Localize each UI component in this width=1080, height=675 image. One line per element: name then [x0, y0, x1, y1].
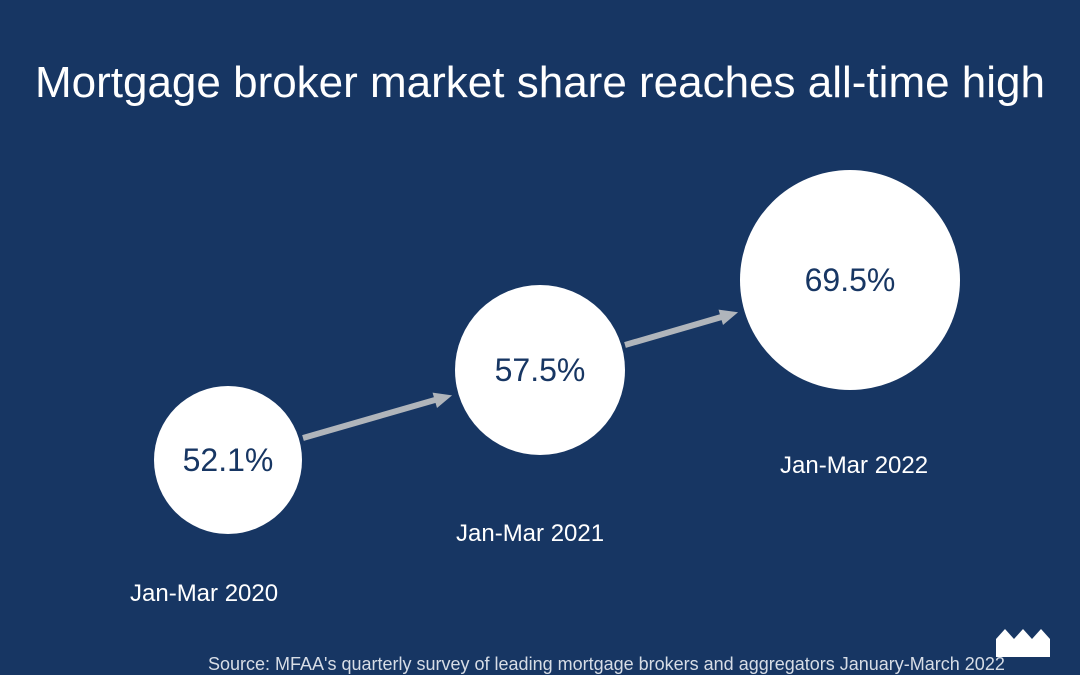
data-bubble-2: 69.5%: [740, 170, 960, 390]
connector-arrow-0: [302, 397, 438, 441]
connector-arrow-1: [625, 314, 724, 348]
period-label-2: Jan-Mar 2022: [780, 452, 928, 480]
chart-title: Mortgage broker market share reaches all…: [0, 57, 1080, 110]
connector-arrowhead-1: [719, 304, 741, 324]
period-label-1: Jan-Mar 2021: [456, 520, 604, 548]
brand-logo-icon: [996, 629, 1052, 657]
source-attribution: Source: MFAA's quarterly survey of leadi…: [208, 654, 1005, 675]
data-bubble-1: 57.5%: [455, 285, 625, 455]
period-label-0: Jan-Mar 2020: [130, 580, 278, 608]
infographic-stage: Mortgage broker market share reaches all…: [0, 0, 1080, 675]
data-bubble-0: 52.1%: [154, 386, 302, 534]
connector-arrowhead-0: [433, 387, 455, 407]
